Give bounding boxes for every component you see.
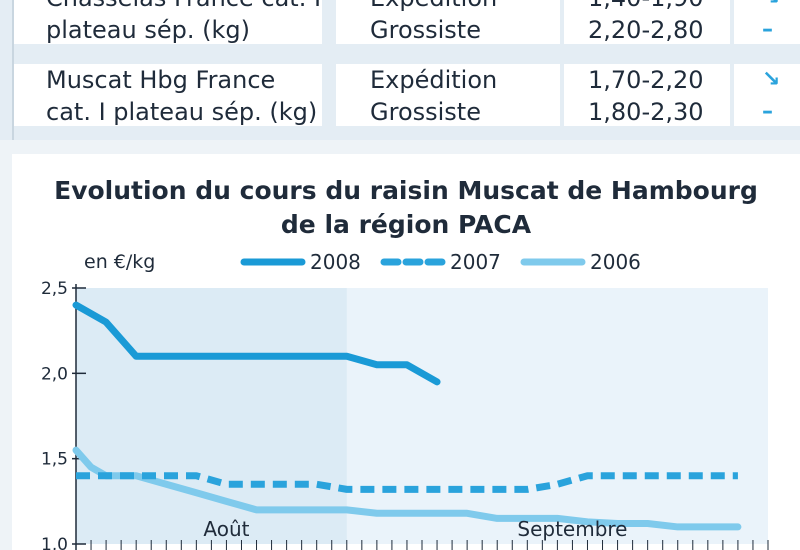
product-name-line: Muscat Hbg France: [46, 66, 276, 94]
trend-down-icon: ↘: [762, 0, 780, 14]
month-label: Septembre: [517, 517, 627, 541]
shaded-month-region: [76, 288, 347, 544]
table-row: Chasselas France cat. I plateau sép. (kg…: [12, 0, 800, 44]
stage-label: Expédition: [370, 0, 560, 14]
stage-cell: Expédition Grossiste: [336, 64, 560, 126]
product-cell: Chasselas France cat. I plateau sép. (kg…: [12, 0, 322, 44]
price-chart: Evolution du cours du raisin Muscat de H…: [12, 154, 800, 550]
chart-title-line: de la région PACA: [280, 210, 532, 239]
series-line-2007: [76, 472, 738, 493]
price-cell: 1,40-1,90 2,20-2,80: [564, 0, 730, 44]
product-name-line: Chasselas France cat. I: [46, 0, 322, 14]
product-cell: Muscat Hbg France cat. I plateau sép. (k…: [12, 64, 322, 126]
price-range: 1,40-1,90: [588, 0, 730, 14]
y-tick-label: 1,0: [41, 535, 68, 550]
y-tick-label: 2,5: [41, 279, 68, 299]
table-divider: [12, 0, 14, 140]
price-table: Chasselas France cat. I plateau sép. (kg…: [0, 0, 800, 140]
legend-label-2006: 2006: [590, 250, 641, 274]
series-line-2006: [72, 446, 742, 531]
legend-label-2008: 2008: [310, 250, 361, 274]
y-axis-label: en €/kg: [84, 251, 155, 273]
product-name-line: plateau sép. (kg): [46, 16, 250, 44]
chart-title-line: Evolution du cours du raisin Muscat de H…: [54, 176, 758, 205]
stage-label: Grossiste: [370, 98, 481, 126]
table-row: Muscat Hbg France cat. I plateau sép. (k…: [12, 64, 800, 126]
stage-label: Expédition: [370, 66, 498, 94]
trend-down-icon: ↘: [762, 67, 781, 92]
month-label: Août: [203, 517, 249, 541]
trend-stable-icon: –: [762, 17, 773, 42]
trend-stable-icon: –: [762, 99, 773, 124]
chart-title: Evolution du cours du raisin Muscat de H…: [12, 174, 800, 242]
price-range: 1,80-2,30: [588, 98, 704, 126]
legend-label-2007: 2007: [450, 250, 501, 274]
y-tick-label: 1,5: [41, 450, 68, 470]
trend-cell: ↘ –: [734, 64, 800, 126]
series-line-2008: [72, 301, 441, 386]
y-tick-label: 2,0: [41, 364, 68, 384]
price-range: 2,20-2,80: [588, 16, 704, 44]
product-name-line: cat. I plateau sép. (kg): [46, 98, 318, 126]
stage-label: Grossiste: [370, 16, 481, 44]
price-range: 1,70-2,20: [588, 66, 704, 94]
trend-cell: ↘ –: [734, 0, 800, 44]
price-cell: 1,70-2,20 1,80-2,30: [564, 64, 730, 126]
stage-cell: Expédition Grossiste: [336, 0, 560, 44]
chart-canvas: 1,0 1,5 2,0 2,5 en €/kg 2008 2007 2006 Août Septe…: [41, 250, 769, 550]
